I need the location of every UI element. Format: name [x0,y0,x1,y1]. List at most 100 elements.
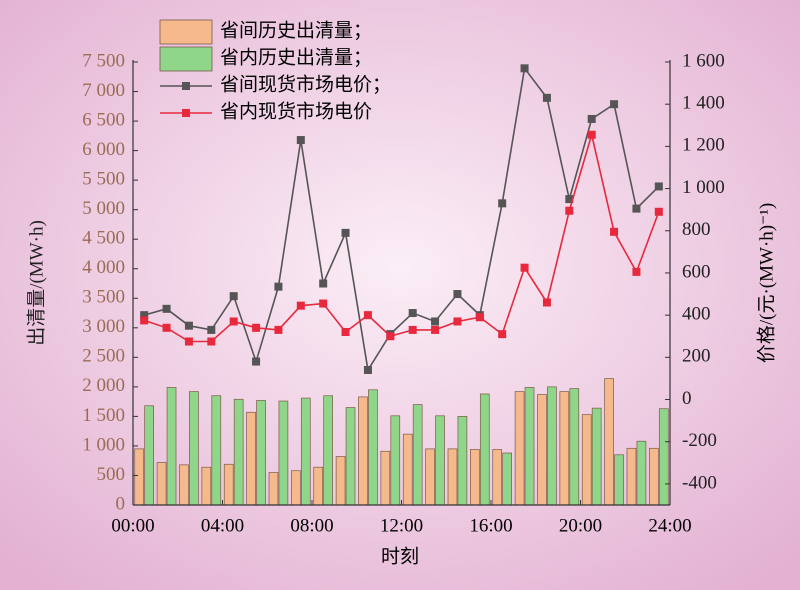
marker [184,337,193,346]
bar [470,449,480,506]
marker [252,323,261,332]
marker [654,182,663,191]
marker [587,130,596,139]
bar [569,388,580,506]
bar [345,407,356,506]
marker [363,311,372,320]
x-tick-label: 08:00 [290,515,333,536]
bar [223,463,234,506]
y-tick-label: 6 000 [82,139,125,160]
y-tick-label: 4 500 [82,228,125,249]
bar [144,405,154,506]
bar [380,450,391,506]
bar [524,387,535,506]
bar [233,398,244,506]
marker [587,114,596,123]
y-tick-label: 5 500 [82,168,125,189]
y2-tick-label: 1 600 [682,50,725,71]
bar [156,462,167,506]
marker [252,357,261,366]
marker [632,267,641,276]
marker [632,204,641,213]
marker [296,136,305,145]
bar [649,447,659,506]
marker [229,292,238,301]
x-axis-label: 时刻 [381,545,419,567]
bar [390,415,401,506]
y-tick-label: 2 000 [82,375,125,396]
marker [207,337,216,346]
bar [313,466,324,506]
legend-label: 省间历史出清量； [220,19,372,41]
legend-swatch [159,46,213,72]
marker [520,263,529,272]
x-tick-label: 24:00 [648,515,691,536]
y-tick-label: 3 500 [82,287,125,308]
marker [341,228,350,237]
y-tick-label: 1 000 [82,434,125,455]
marker [274,282,283,291]
y-tick-label: 7 000 [82,80,125,101]
x-tick-label: 04:00 [201,515,244,536]
bar [435,415,445,506]
marker [475,313,484,322]
x-tick-label: 20:00 [559,515,602,536]
bar [268,472,279,506]
marker [140,311,149,320]
marker [408,309,417,318]
marker [498,330,507,339]
bar [358,396,368,506]
x-tick-label: 00:00 [111,515,154,536]
bar [211,395,222,506]
bar [447,448,458,506]
marker [610,100,619,109]
marker [319,299,328,308]
bar [134,448,145,506]
bar [201,466,212,506]
legend-label: 省间现货市场电价； [220,73,391,95]
bar [604,378,614,506]
legend-marker [182,82,190,90]
marker [408,325,417,334]
marker [296,301,305,310]
bar [291,470,301,506]
y2-tick-label: 1 400 [682,93,725,114]
bar [559,391,570,506]
x-tick-label: 12:00 [380,515,423,536]
bar [402,433,413,506]
marker [520,64,529,73]
marker [184,321,193,330]
bar [246,411,256,506]
legend-swatch [159,19,213,45]
y-tick-label: 0 [116,493,126,514]
marker [319,279,328,288]
marker [386,332,395,341]
marker [431,325,440,334]
y-tick-label: 3 000 [82,316,125,337]
marker [363,365,372,374]
bar [614,454,624,506]
bar [591,407,602,506]
y-tick-label: 500 [97,464,126,485]
marker [565,195,574,204]
y2-tick-label: 200 [682,346,711,367]
bar [368,389,378,506]
y2-tick-label: 400 [682,304,711,325]
bar [514,391,525,506]
y-tick-label: 5 000 [82,198,125,219]
bar [323,395,333,506]
y-tick-label: 2 500 [82,346,125,367]
bar [537,394,547,506]
y2-tick-label: 800 [682,219,711,240]
bar [626,447,637,506]
bar [412,404,423,506]
legend-marker [182,109,190,117]
y2-tick-label: 1 000 [682,177,725,198]
marker [654,207,663,216]
line [143,66,660,373]
marker [453,317,462,326]
bar [502,452,512,506]
marker [610,227,619,236]
